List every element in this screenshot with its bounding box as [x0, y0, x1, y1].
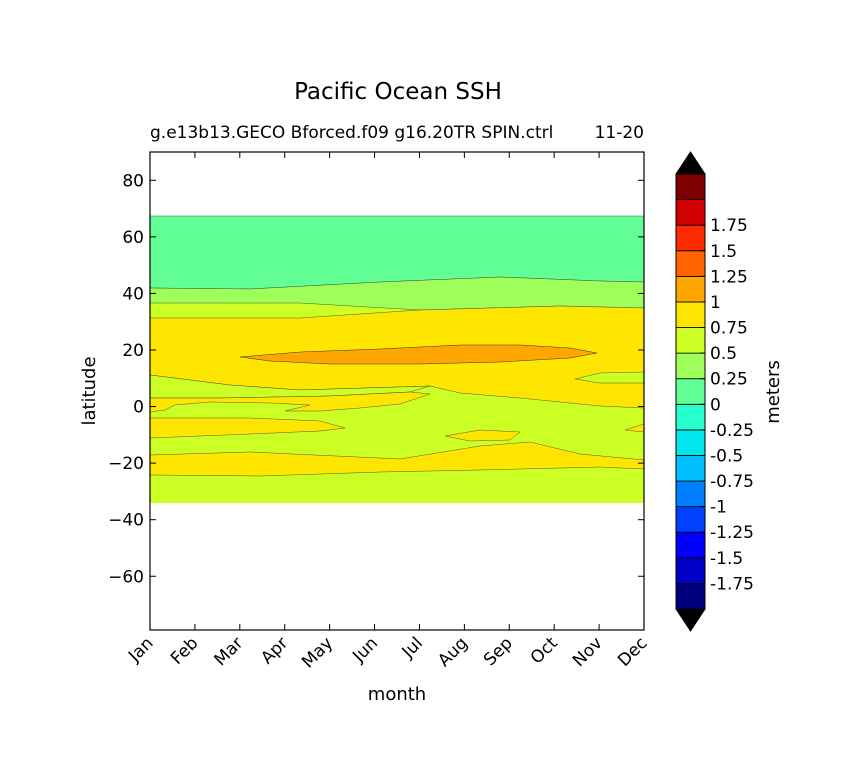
colorbar-segment [675, 224, 706, 252]
colorbar-tick-label: 1.25 [710, 267, 748, 287]
colorbar-segment [675, 301, 706, 328]
chart-title: Pacific Ocean SSH [294, 79, 502, 105]
colorbar-segment [675, 250, 706, 277]
x-tick-label: Feb [167, 633, 202, 668]
chart-subtitle-right: 11-20 [595, 123, 644, 143]
y-axis-label: latitude [79, 356, 100, 425]
x-tick-label: Nov [569, 633, 607, 671]
x-tick-label: Jun [348, 633, 382, 667]
y-tick-label: 60 [122, 228, 144, 248]
x-tick-label: Jul [398, 633, 427, 662]
y-tick-label: −20 [108, 454, 144, 474]
x-tick-label: Sep [480, 633, 517, 670]
chart-subtitle-left: g.e13b13.GECO Bforced.f09 g16.20TR SPIN.… [150, 123, 553, 143]
colorbar-segment [675, 378, 706, 405]
colorbar-segment [675, 429, 706, 456]
band-05-to-075-patch [444, 429, 521, 442]
x-tick-label: Jan [124, 633, 157, 666]
colorbar-tick-label: -1.5 [710, 549, 743, 569]
colorbar-segment [675, 557, 706, 584]
colorbar-tick-label: 1 [710, 293, 721, 313]
colorbar-tick-label: 1.5 [710, 242, 737, 262]
x-tick-label: Oct [527, 633, 562, 668]
contour-fill [149, 215, 645, 503]
colorbar-label: meters [763, 360, 784, 424]
colorbar-segment [675, 583, 706, 610]
colorbar-segment [675, 352, 706, 380]
y-tick-label: 40 [122, 284, 144, 304]
colorbar-tick-label: 0.5 [710, 344, 737, 364]
colorbar-segment [675, 199, 706, 226]
colorbar-segment [675, 455, 706, 482]
colorbar-segment [675, 506, 706, 533]
colorbar-tick-label: -1.25 [710, 523, 754, 543]
colorbar-segment [675, 480, 706, 508]
x-tick-label: May [298, 633, 337, 672]
colorbar-segment [675, 327, 706, 354]
colorbar-segment [675, 531, 706, 559]
colorbar: -1.75 -1.5 -1.25 -1 -0.75 -0.5 -0.25 0 0.25 0.5 0.… [675, 151, 754, 632]
colorbar-tick-label: -1.75 [710, 574, 754, 594]
y-tick-label: −40 [108, 511, 144, 531]
colorbar-tick-label: -1 [710, 498, 727, 518]
band-05-to-075-equator [149, 391, 431, 413]
colorbar-frame [675, 173, 706, 610]
x-tick-label: Apr [257, 633, 292, 668]
north-band-0-to-minus-025 [149, 215, 645, 290]
y-tick-label: 0 [133, 398, 144, 418]
colorbar-extend-max [675, 151, 706, 175]
colorbar-tick-label: 0 [710, 395, 721, 415]
colorbar-tick-label: 0.25 [710, 370, 748, 390]
colorbar-tick-label: -0.5 [710, 446, 743, 466]
x-axis-label: month [368, 684, 426, 705]
colorbar-segment [675, 403, 706, 431]
band-05-to-075-south [149, 417, 346, 439]
colorbar-tick-label: 0.75 [710, 319, 748, 339]
y-tick-label: −60 [108, 567, 144, 587]
colorbar-tick-label: -0.75 [710, 472, 754, 492]
colorbar-segment [675, 173, 706, 200]
y-axis-ticks: 80 60 40 20 0 −20 −40 −60 [108, 171, 644, 587]
x-tick-label: Aug [434, 633, 472, 671]
y-tick-label: 20 [122, 341, 144, 361]
colorbar-tick-label: -0.25 [710, 421, 754, 441]
y-tick-label: 80 [122, 171, 144, 191]
colorbar-tick-label: 1.75 [710, 216, 748, 236]
x-tick-label: Dec [614, 633, 651, 670]
band-075-to-1 [239, 344, 598, 365]
x-tick-label: Mar [211, 633, 248, 670]
colorbar-segment [675, 275, 706, 303]
plot-area: Jan Feb Mar Apr May Jun Jul Aug Sep Oct Nov Dec 80 6… [108, 151, 652, 672]
colorbar-extend-min [675, 608, 706, 632]
plot-frame [149, 151, 645, 631]
